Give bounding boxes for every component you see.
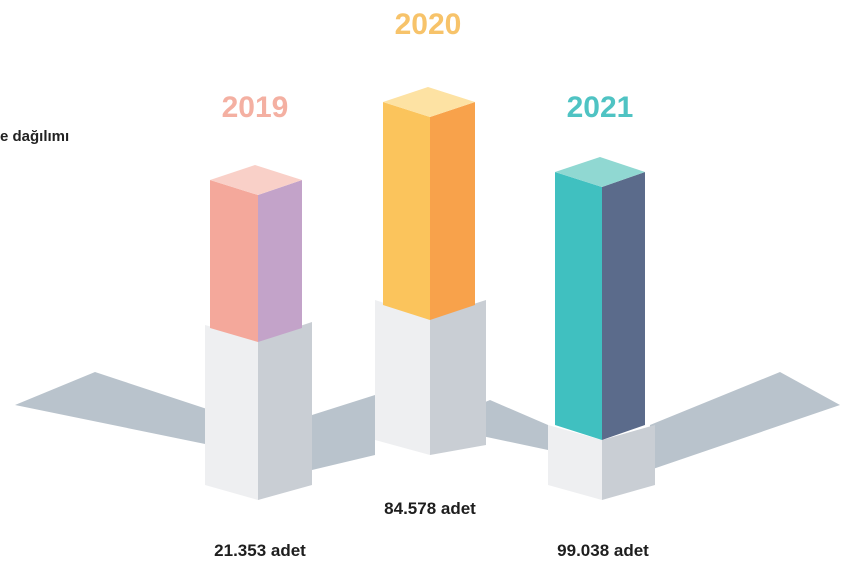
- pedestal-2021: [548, 425, 655, 500]
- bar-2021: [555, 157, 645, 440]
- bar-2020: [383, 87, 475, 320]
- year-label: 2019: [222, 91, 289, 124]
- year-label: 2021: [567, 91, 634, 124]
- year-label: 2020: [395, 8, 462, 41]
- count-label: 84.578 adet: [384, 499, 476, 518]
- bar-2019: [210, 165, 302, 342]
- pedestal-2019: [205, 322, 312, 500]
- count-label: 99.038 adet: [557, 541, 649, 560]
- count-label: 21.353 adet: [214, 541, 306, 560]
- floor: [15, 372, 840, 470]
- title: e dağılımı: [0, 128, 69, 145]
- pedestal-2020: [375, 300, 486, 455]
